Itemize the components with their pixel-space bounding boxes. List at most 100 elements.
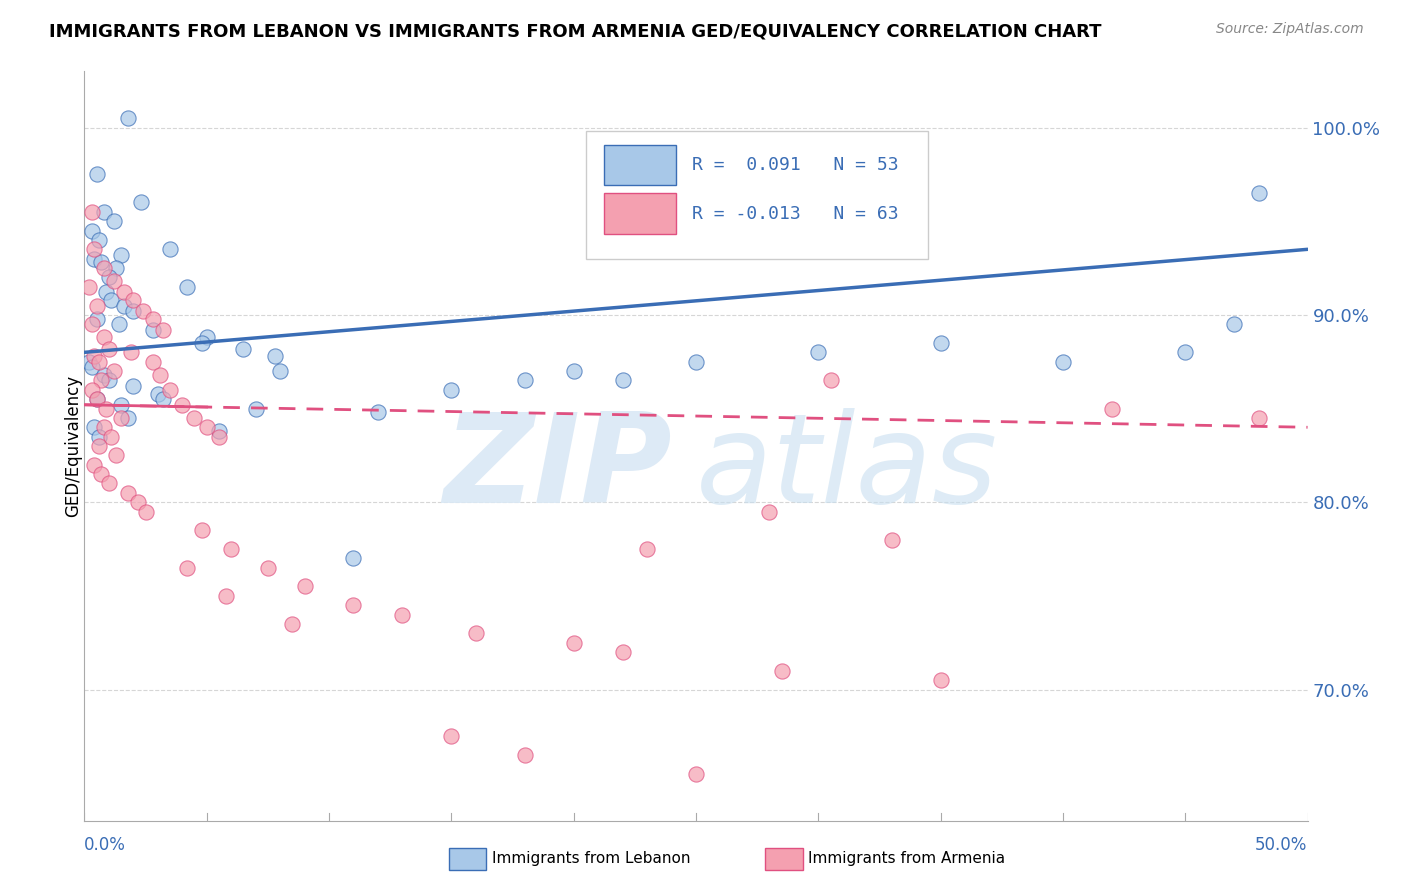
Point bbox=[83, 243, 105, 257]
Point bbox=[87, 439, 110, 453]
Point bbox=[770, 664, 793, 678]
Point bbox=[103, 214, 125, 228]
Point bbox=[83, 252, 105, 266]
Point bbox=[440, 730, 463, 744]
Point bbox=[90, 255, 112, 269]
Point bbox=[90, 467, 112, 482]
Point bbox=[464, 626, 486, 640]
Point bbox=[93, 420, 115, 434]
Point bbox=[685, 355, 707, 369]
Point bbox=[122, 304, 145, 318]
Point bbox=[97, 342, 120, 356]
Point bbox=[100, 430, 122, 444]
Point bbox=[105, 261, 128, 276]
Point bbox=[127, 495, 149, 509]
Point bbox=[636, 542, 658, 557]
Point bbox=[820, 374, 842, 388]
Point bbox=[612, 645, 634, 659]
Point bbox=[110, 410, 132, 425]
Point bbox=[159, 243, 181, 257]
Point bbox=[93, 330, 115, 344]
Point bbox=[77, 280, 100, 294]
Point bbox=[93, 261, 115, 276]
Point bbox=[612, 374, 634, 388]
Point bbox=[176, 280, 198, 294]
Point bbox=[440, 383, 463, 397]
Point bbox=[1247, 410, 1270, 425]
Point bbox=[93, 368, 115, 382]
Point bbox=[1247, 186, 1270, 201]
Point bbox=[391, 607, 413, 622]
Point bbox=[80, 318, 103, 332]
Point bbox=[257, 561, 280, 575]
Point bbox=[191, 336, 214, 351]
Point bbox=[83, 420, 105, 434]
Point bbox=[219, 542, 242, 557]
Point bbox=[87, 355, 110, 369]
FancyBboxPatch shape bbox=[605, 194, 676, 234]
Point bbox=[146, 386, 169, 401]
Point bbox=[77, 355, 100, 369]
Point bbox=[342, 599, 364, 613]
Point bbox=[103, 364, 125, 378]
Point bbox=[142, 323, 165, 337]
Y-axis label: GED/Equivalency: GED/Equivalency bbox=[65, 375, 82, 517]
Point bbox=[513, 374, 536, 388]
Point bbox=[152, 392, 174, 407]
Point bbox=[117, 486, 139, 500]
Point bbox=[195, 420, 218, 434]
Point bbox=[191, 524, 214, 538]
Point bbox=[83, 349, 105, 363]
Point bbox=[86, 392, 108, 407]
Point bbox=[142, 311, 165, 326]
Point bbox=[80, 383, 103, 397]
Point bbox=[929, 673, 952, 688]
Point bbox=[97, 270, 120, 285]
Point bbox=[264, 349, 287, 363]
Point bbox=[83, 458, 105, 472]
Point bbox=[90, 374, 112, 388]
Point bbox=[149, 368, 172, 382]
Point bbox=[183, 410, 205, 425]
Point bbox=[117, 410, 139, 425]
Point bbox=[80, 360, 103, 375]
Point bbox=[122, 293, 145, 307]
Point bbox=[880, 533, 903, 547]
Point bbox=[1174, 345, 1197, 359]
Point bbox=[342, 551, 364, 566]
Text: 50.0%: 50.0% bbox=[1256, 836, 1308, 854]
Point bbox=[112, 285, 135, 300]
Point bbox=[685, 767, 707, 781]
Point bbox=[86, 392, 108, 407]
Point bbox=[97, 476, 120, 491]
Text: Source: ZipAtlas.com: Source: ZipAtlas.com bbox=[1216, 22, 1364, 37]
Point bbox=[86, 311, 108, 326]
Point bbox=[96, 401, 118, 416]
Point bbox=[87, 430, 110, 444]
Point bbox=[86, 168, 108, 182]
Point bbox=[80, 224, 103, 238]
Text: R =  0.091   N = 53: R = 0.091 N = 53 bbox=[692, 156, 898, 174]
Point bbox=[80, 205, 103, 219]
Point bbox=[152, 323, 174, 337]
Point bbox=[129, 195, 152, 210]
Point bbox=[100, 293, 122, 307]
Point bbox=[562, 364, 585, 378]
Point bbox=[232, 342, 254, 356]
Point bbox=[562, 636, 585, 650]
Point bbox=[1052, 355, 1074, 369]
Text: R = -0.013   N = 63: R = -0.013 N = 63 bbox=[692, 205, 898, 223]
Point bbox=[87, 233, 110, 247]
Point bbox=[929, 336, 952, 351]
Point bbox=[172, 398, 194, 412]
Text: ZIP: ZIP bbox=[443, 408, 672, 529]
Point bbox=[110, 398, 132, 412]
FancyBboxPatch shape bbox=[586, 131, 928, 259]
Point bbox=[513, 748, 536, 763]
Point bbox=[97, 374, 120, 388]
Point bbox=[120, 345, 142, 359]
Text: Immigrants from Armenia: Immigrants from Armenia bbox=[808, 851, 1005, 865]
Point bbox=[1223, 318, 1246, 332]
Text: IMMIGRANTS FROM LEBANON VS IMMIGRANTS FROM ARMENIA GED/EQUIVALENCY CORRELATION C: IMMIGRANTS FROM LEBANON VS IMMIGRANTS FR… bbox=[49, 22, 1102, 40]
FancyBboxPatch shape bbox=[605, 145, 676, 186]
